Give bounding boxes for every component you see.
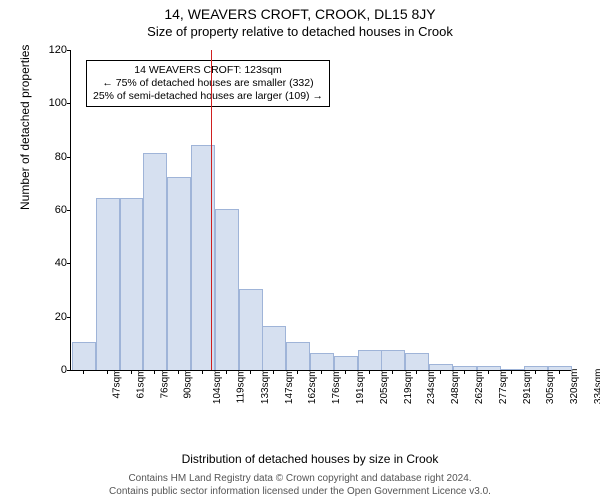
x-tick-label: 277sqm (498, 369, 509, 405)
y-tick-mark (67, 263, 71, 264)
chart-title: 14, WEAVERS CROFT, CROOK, DL15 8JY (0, 0, 600, 22)
x-tick-label: 104sqm (212, 369, 223, 405)
y-tick-mark (67, 370, 71, 371)
y-tick-label: 120 (41, 44, 67, 56)
chart-area: Number of detached properties 14 WEAVERS… (50, 50, 570, 410)
x-tick-mark (416, 370, 417, 374)
x-tick-mark (321, 370, 322, 374)
x-tick-mark (297, 370, 298, 374)
x-tick-label: 234sqm (427, 369, 438, 405)
x-tick-mark (440, 370, 441, 374)
footer-line-1: Contains HM Land Registry data © Crown c… (0, 473, 600, 486)
x-tick-mark (154, 370, 155, 374)
x-tick-mark (559, 370, 560, 374)
x-tick-label: 61sqm (135, 369, 146, 399)
x-tick-mark (131, 370, 132, 374)
x-tick-label: 262sqm (474, 369, 485, 405)
x-tick-mark (345, 370, 346, 374)
y-tick-label: 0 (41, 364, 67, 376)
y-tick-label: 100 (41, 97, 67, 109)
histogram-bar (262, 326, 286, 370)
x-tick-label: 133sqm (260, 369, 271, 405)
annotation-line: 14 WEAVERS CROFT: 123sqm (93, 64, 323, 77)
x-tick-mark (83, 370, 84, 374)
x-tick-mark (392, 370, 393, 374)
x-tick-mark (250, 370, 251, 374)
histogram-bar (334, 356, 358, 370)
histogram-bar (381, 350, 405, 370)
y-axis-label: Number of detached properties (18, 45, 32, 210)
y-tick-mark (67, 103, 71, 104)
histogram-bar (286, 342, 310, 370)
y-tick-label: 80 (41, 151, 67, 163)
x-tick-label: 90sqm (183, 369, 194, 399)
x-tick-label: 176sqm (331, 369, 342, 405)
x-tick-label: 291sqm (522, 369, 533, 405)
x-tick-mark (273, 370, 274, 374)
x-axis-label: Distribution of detached houses by size … (50, 452, 570, 466)
annotation-line: ← 75% of detached houses are smaller (33… (93, 77, 323, 90)
x-tick-label: 219sqm (403, 369, 414, 405)
x-tick-label: 47sqm (111, 369, 122, 399)
x-tick-label: 320sqm (569, 369, 580, 405)
annotation-line: 25% of semi-detached houses are larger (… (93, 90, 323, 103)
reference-line (211, 50, 212, 370)
histogram-bar (239, 289, 263, 370)
x-tick-label: 334sqm (593, 369, 600, 405)
x-tick-mark (535, 370, 536, 374)
y-tick-label: 20 (41, 311, 67, 323)
x-tick-mark (202, 370, 203, 374)
histogram-bar (72, 342, 96, 370)
x-tick-label: 162sqm (307, 369, 318, 405)
x-tick-label: 305sqm (546, 369, 557, 405)
y-tick-label: 60 (41, 204, 67, 216)
x-tick-mark (464, 370, 465, 374)
y-tick-label: 40 (41, 257, 67, 269)
x-tick-label: 191sqm (355, 369, 366, 405)
x-tick-label: 205sqm (379, 369, 390, 405)
histogram-bar (120, 198, 144, 370)
x-tick-mark (488, 370, 489, 374)
x-tick-label: 119sqm (235, 369, 246, 404)
histogram-bar (310, 353, 334, 370)
footer-line-2: Contains public sector information licen… (0, 486, 600, 499)
y-tick-mark (67, 317, 71, 318)
x-tick-mark (511, 370, 512, 374)
x-tick-mark (107, 370, 108, 374)
histogram-bar (215, 209, 239, 370)
x-tick-mark (369, 370, 370, 374)
y-tick-mark (67, 50, 71, 51)
x-tick-label: 147sqm (284, 369, 295, 405)
x-tick-mark (178, 370, 179, 374)
histogram-bar (143, 153, 167, 370)
chart-subtitle: Size of property relative to detached ho… (0, 22, 600, 39)
footer-credits: Contains HM Land Registry data © Crown c… (0, 473, 600, 498)
y-tick-mark (67, 210, 71, 211)
plot-region: 14 WEAVERS CROFT: 123sqm← 75% of detache… (70, 50, 571, 371)
histogram-bar (358, 350, 382, 370)
histogram-bar (96, 198, 120, 370)
x-tick-label: 248sqm (450, 369, 461, 405)
annotation-box: 14 WEAVERS CROFT: 123sqm← 75% of detache… (86, 60, 330, 107)
x-tick-label: 76sqm (159, 369, 170, 399)
x-tick-mark (226, 370, 227, 374)
histogram-bar (167, 177, 191, 370)
histogram-bar (405, 353, 429, 370)
y-tick-mark (67, 157, 71, 158)
